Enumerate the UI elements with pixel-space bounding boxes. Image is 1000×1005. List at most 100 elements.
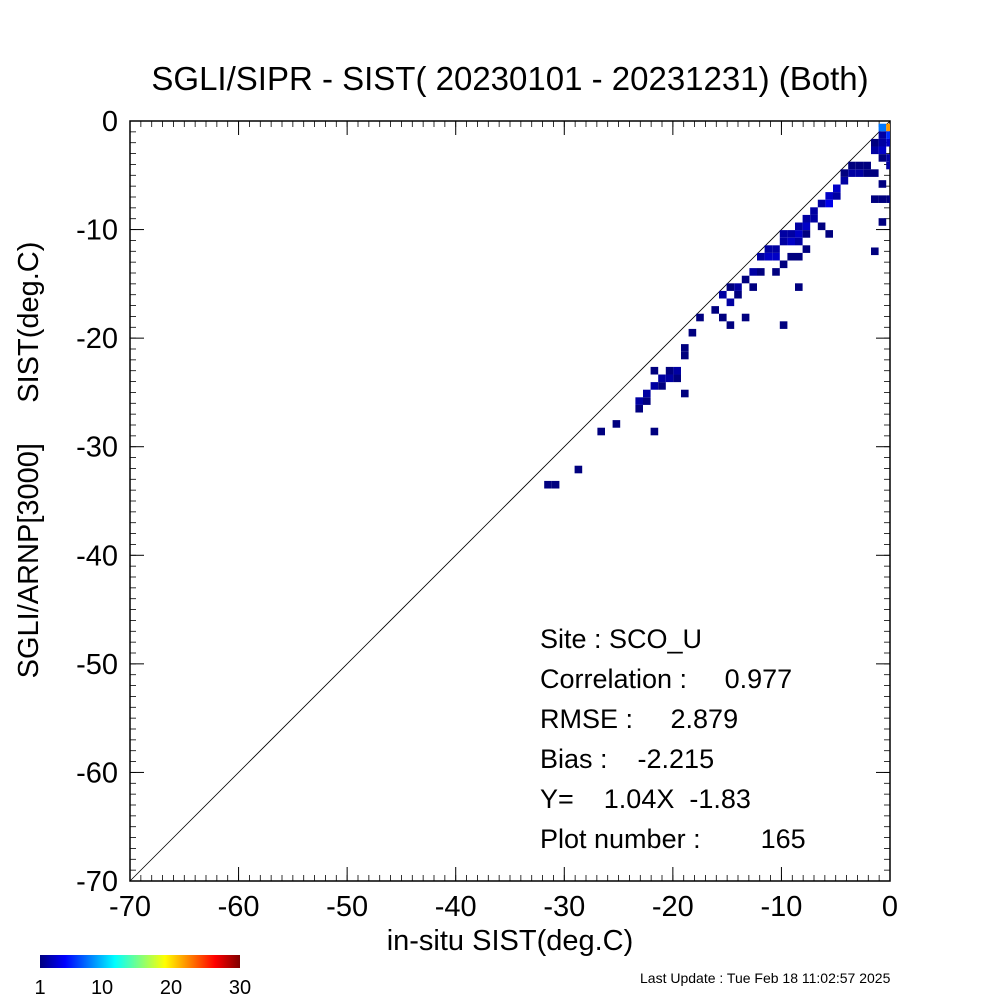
one-to-one-line [129, 120, 891, 882]
density-cell [817, 222, 826, 231]
x-tick-label: -70 [109, 891, 151, 923]
colorbar-tick-label: 10 [91, 977, 113, 999]
density-cell [795, 283, 803, 291]
density-cell [726, 298, 735, 307]
density-cell [764, 252, 773, 261]
density-cell [650, 427, 659, 436]
density-cell [673, 374, 681, 383]
stats-box: Site : SCO_U Correlation : 0.977 RMSE : … [540, 624, 806, 854]
density-cell [833, 192, 841, 200]
x-tick-label: -60 [218, 891, 260, 923]
density-cell [825, 230, 833, 238]
y-tick-label: -60 [76, 757, 118, 789]
density-cells [544, 123, 890, 489]
stat-correlation: Correlation : 0.977 [540, 664, 792, 694]
y-tick-label: -10 [76, 215, 118, 247]
density-cell [544, 480, 552, 489]
density-cell [802, 230, 811, 238]
major-ticks [129, 120, 891, 882]
y-tick-label: 0 [102, 106, 118, 138]
density-cell [787, 252, 795, 261]
colorbar-labels: 1 10 20 30 [34, 977, 251, 999]
density-cell [711, 306, 719, 314]
density-cell [658, 382, 666, 390]
density-cell [863, 161, 871, 170]
density-cell [802, 214, 811, 223]
density-cell [871, 169, 879, 177]
density-cell [779, 260, 788, 269]
density-cell [886, 154, 890, 162]
density-cell [871, 195, 879, 203]
density-cell [551, 480, 560, 489]
stat-rmse: RMSE : 2.879 [540, 704, 738, 734]
density-cell [878, 195, 887, 203]
density-cell [772, 245, 780, 253]
y-tick-label: -70 [76, 866, 118, 898]
density-cell [772, 268, 780, 276]
x-tick-label: 0 [882, 891, 898, 923]
density-cell [840, 176, 849, 185]
x-tick-label: -40 [435, 891, 477, 923]
density-cell [741, 313, 750, 322]
density-cell [878, 131, 887, 139]
stat-regression: Y= 1.04X -1.83 [540, 784, 751, 814]
density-cell [749, 268, 757, 276]
density-cell [855, 169, 864, 177]
density-cell [726, 283, 735, 291]
density-cell [825, 192, 833, 200]
density-cell [673, 366, 681, 375]
colorbar-tick-label: 30 [229, 977, 251, 999]
last-update: Last Update : Tue Feb 18 11:02:57 2025 [640, 970, 891, 986]
density-cell [574, 465, 583, 474]
density-cell [635, 397, 643, 405]
density-cell [650, 382, 659, 390]
chart-title: SGLI/SIPR - SIST( 20230101 - 20231231) (… [151, 60, 868, 97]
density-cell [855, 161, 864, 170]
density-cell [726, 321, 735, 329]
density-cell [757, 268, 765, 276]
density-cell [810, 214, 818, 223]
colorbar-tick-label: 1 [34, 977, 45, 999]
density-cell [612, 420, 621, 428]
density-cell [878, 123, 887, 132]
density-cell [734, 283, 742, 291]
density-cell [681, 389, 689, 398]
y-tick-label: -30 [76, 432, 118, 464]
y-tick-label: -50 [76, 649, 118, 681]
density-cell [635, 404, 643, 413]
density-cell [764, 245, 773, 253]
density-cell [757, 252, 765, 261]
density-cell [848, 169, 856, 177]
density-cell [787, 237, 795, 246]
density-cell [878, 180, 887, 188]
density-cell [643, 397, 651, 405]
density-cell [802, 222, 811, 231]
density-cell [787, 230, 795, 238]
density-cell [878, 154, 887, 162]
density-cell [795, 252, 803, 261]
x-axis-label: in-situ SIST(deg.C) [387, 925, 634, 957]
density-cell [734, 290, 742, 299]
density-cell [810, 207, 818, 215]
density-cell [878, 138, 887, 147]
colorbar: 1 10 20 30 [34, 955, 251, 999]
x-tick-label: -30 [543, 891, 585, 923]
y-tick-label: -20 [76, 323, 118, 355]
density-cell [871, 146, 879, 155]
density-cell [681, 344, 689, 352]
density-cell [886, 138, 890, 147]
x-tick-label: -10 [760, 891, 802, 923]
density-cell [871, 247, 879, 256]
density-cell [741, 275, 750, 284]
density-cell [802, 245, 811, 253]
density-cell [597, 427, 605, 436]
density-cell [719, 290, 727, 299]
density-cell [719, 313, 727, 322]
density-cell [871, 138, 879, 147]
density-cell [779, 230, 788, 238]
density-cell [833, 184, 841, 193]
x-tick-label: -20 [652, 891, 694, 923]
colorbar-tick-label: 20 [160, 977, 182, 999]
density-cell [795, 237, 803, 246]
